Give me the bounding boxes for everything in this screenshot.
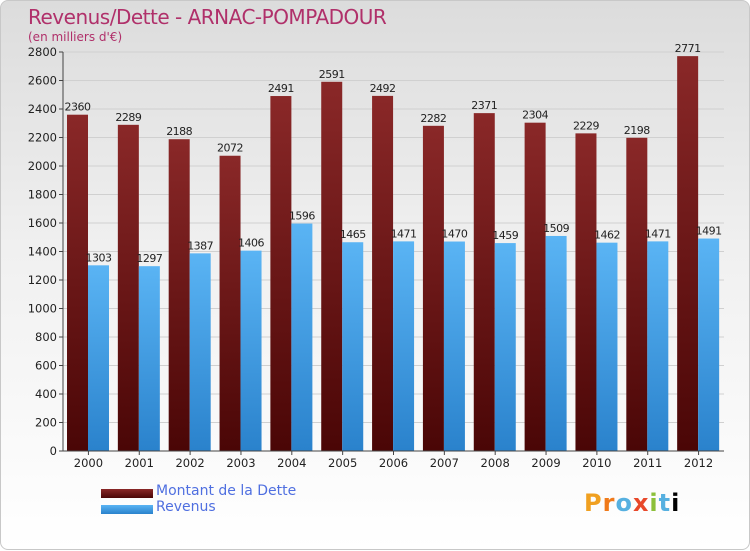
y-tick-label: 2600 xyxy=(28,74,57,88)
value-label-debt: 2591 xyxy=(319,68,345,81)
x-tick-label: 2004 xyxy=(277,456,306,470)
y-tick-label: 2200 xyxy=(28,131,57,145)
y-tick-label: 1800 xyxy=(28,188,57,202)
x-tick-label: 2009 xyxy=(531,456,560,470)
y-tick-label: 400 xyxy=(35,387,57,401)
bar-revenue xyxy=(596,242,618,451)
value-labels: 2360 1303 2289 1297 2188 1387 2072 1406 2491 1596… xyxy=(65,42,723,265)
value-label-debt: 2188 xyxy=(166,125,192,138)
y-tick-label: 2400 xyxy=(28,102,57,116)
bar-revenue xyxy=(138,266,160,451)
value-label-debt: 2360 xyxy=(65,101,91,114)
value-label-debt: 2282 xyxy=(420,112,446,125)
proxiti-logo: Proxiti xyxy=(584,489,681,517)
bar-revenue xyxy=(698,238,720,451)
y-tick-label: 0 xyxy=(50,444,57,458)
x-tick-label: 2001 xyxy=(125,456,154,470)
y-tick-label: 800 xyxy=(35,330,57,344)
x-tick-label: 2007 xyxy=(430,456,459,470)
value-label-debt: 2072 xyxy=(217,142,243,155)
chart-title: Revenus/Dette - ARNAC-POMPADOUR xyxy=(28,5,387,29)
value-label-debt: 2304 xyxy=(522,109,548,122)
y-tick-label: 1400 xyxy=(28,245,57,259)
bar-debt xyxy=(524,122,546,452)
bar-revenue xyxy=(240,250,262,451)
bar-debt xyxy=(422,125,444,451)
value-label-debt: 2771 xyxy=(675,42,701,55)
bar-debt xyxy=(575,133,597,451)
bar-revenue xyxy=(647,241,669,451)
bar-revenue xyxy=(393,241,415,451)
legend-label-revenue: Revenus xyxy=(156,499,216,515)
value-label-debt: 2491 xyxy=(268,82,294,95)
value-label-debt: 2198 xyxy=(624,124,650,137)
bar-revenue xyxy=(88,265,109,451)
y-tick-label: 600 xyxy=(35,359,57,373)
x-tick-label: 2002 xyxy=(175,456,204,470)
bar-debt xyxy=(117,124,139,451)
x-tick-label: 2010 xyxy=(582,456,611,470)
legend-swatch-debt xyxy=(101,489,153,498)
value-label-revenue: 1470 xyxy=(441,228,467,241)
value-label-debt: 2371 xyxy=(471,99,497,112)
bar-debt xyxy=(219,155,241,452)
bar-revenue xyxy=(342,242,364,451)
value-label-revenue: 1596 xyxy=(289,210,315,223)
value-label-revenue: 1387 xyxy=(187,239,213,252)
x-tick-label: 2006 xyxy=(379,456,408,470)
bar-debt xyxy=(270,96,292,451)
y-tick-label: 200 xyxy=(35,416,57,430)
value-label-revenue: 1491 xyxy=(696,225,722,238)
value-label-debt: 2229 xyxy=(573,119,599,132)
value-label-debt: 2289 xyxy=(115,111,141,124)
bar-debt xyxy=(677,56,699,451)
bar-debt xyxy=(473,113,495,451)
y-tick-label: 2000 xyxy=(28,159,57,173)
value-label-revenue: 1471 xyxy=(645,227,671,240)
y-tick-label: 1000 xyxy=(28,302,57,316)
x-tick-label: 2003 xyxy=(226,456,255,470)
bar-debt xyxy=(372,95,394,451)
value-label-revenue: 1406 xyxy=(238,237,264,250)
x-axis-ticks: 2000 2001 2002 2003 2004 2005 2006 2007 2008 2009… xyxy=(74,451,713,470)
value-label-revenue: 1509 xyxy=(543,222,569,235)
value-label-revenue: 1471 xyxy=(391,227,417,240)
bar-debt xyxy=(168,139,190,451)
bar-revenue xyxy=(291,223,313,451)
bars xyxy=(67,56,720,452)
bar-revenue xyxy=(494,243,516,451)
y-tick-label: 2800 xyxy=(28,45,57,59)
bar-debt xyxy=(626,137,648,451)
x-tick-label: 2000 xyxy=(74,456,103,470)
value-label-debt: 2492 xyxy=(370,82,396,95)
value-label-revenue: 1303 xyxy=(86,251,112,264)
value-label-revenue: 1297 xyxy=(136,252,162,265)
legend-label-debt: Montant de la Dette xyxy=(156,483,297,499)
chart-subtitle: (en milliers d'€) xyxy=(28,30,123,44)
bar-revenue xyxy=(189,253,211,451)
x-tick-label: 2005 xyxy=(328,456,357,470)
x-tick-label: 2012 xyxy=(684,456,713,470)
bar-revenue xyxy=(443,241,465,451)
x-tick-label: 2008 xyxy=(481,456,510,470)
y-axis-ticks: 0 200 400 600 800 1000 1200 1400 1600 1800 2000 220… xyxy=(28,45,63,458)
value-label-revenue: 1462 xyxy=(594,229,620,242)
value-label-revenue: 1459 xyxy=(492,229,518,242)
y-tick-label: 1200 xyxy=(28,273,57,287)
bar-debt xyxy=(321,81,343,451)
value-label-revenue: 1465 xyxy=(340,228,366,241)
y-tick-label: 1600 xyxy=(28,216,57,230)
bar-debt xyxy=(67,114,88,451)
legend-swatch-revenue xyxy=(101,505,153,514)
x-tick-label: 2011 xyxy=(633,456,662,470)
bar-revenue xyxy=(545,235,567,451)
